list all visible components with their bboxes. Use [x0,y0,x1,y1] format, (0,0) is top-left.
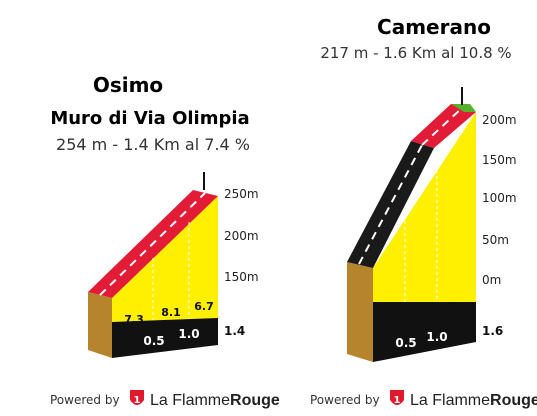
brand-name: La FlammeRouge [150,392,280,409]
y-tick-label: 0m [482,273,501,287]
flame-logo-icon: 1 [130,390,144,406]
powered-by-label: Powered by [50,393,120,407]
y-tick-label: 200m [482,113,517,127]
svg-text:1: 1 [134,395,141,406]
km-mark-label: 0.5 [143,334,164,348]
segment-gradient-label: 6.4 [447,301,467,314]
y-tick-label: 150m [224,270,259,284]
wall-side [347,262,373,362]
total-distance-label: 1.4 [224,324,245,338]
total-distance-label: 1.6 [482,324,503,338]
summit-band [451,104,476,112]
y-tick-label: 150m [482,153,517,167]
brand-name: La FlammeRouge [410,392,537,409]
profile-info: 254 m - 1.4 Km al 7.4 % [56,135,250,154]
wall-side [88,292,112,358]
climb-area [373,112,476,302]
segment-gradient-label: 13.1 [374,313,401,326]
y-tick-label: 100m [482,191,517,205]
base-band [112,318,218,358]
profile-title: Camerano [377,15,491,39]
y-tick-label: 250m [224,187,259,201]
profile-info: 217 m - 1.6 Km al 10.8 % [320,44,511,62]
segment-gradient-label: 7.3 [124,313,144,326]
segment-gradient-label: 6.7 [194,300,214,313]
center-dashes [358,144,423,265]
profile-steep-band [347,141,434,268]
center-dashes [421,107,463,146]
base-band [373,302,476,362]
profile-subtitle: Muro di Via Olimpia [50,108,249,129]
powered-by-label: Powered by [310,393,380,407]
km-mark-label: 1.0 [426,330,447,344]
y-tick-label: 200m [224,229,259,243]
center-dashes [99,192,206,296]
climb-area [112,196,218,322]
profile-osimo: Osimo Muro di Via Olimpia 254 m - 1.4 Km… [50,73,259,358]
y-tick-label: 50m [482,233,509,247]
footer-right[interactable]: Powered by 1 La FlammeRouge [310,390,537,409]
profile-title: Osimo [93,73,163,97]
km-mark-label: 1.0 [178,327,199,341]
footer-left[interactable]: Powered by 1 La FlammeRouge [50,390,280,409]
flame-logo-icon: 1 [390,390,404,406]
segment-gradient-label: 8.1 [161,306,181,319]
svg-text:1: 1 [394,395,401,406]
profile-camerano: Camerano 217 m - 1.6 Km al 10.8 % 200m 1… [320,15,517,362]
km-mark-label: 0.5 [395,336,416,350]
segment-gradient-label: 13.6 [407,308,434,321]
